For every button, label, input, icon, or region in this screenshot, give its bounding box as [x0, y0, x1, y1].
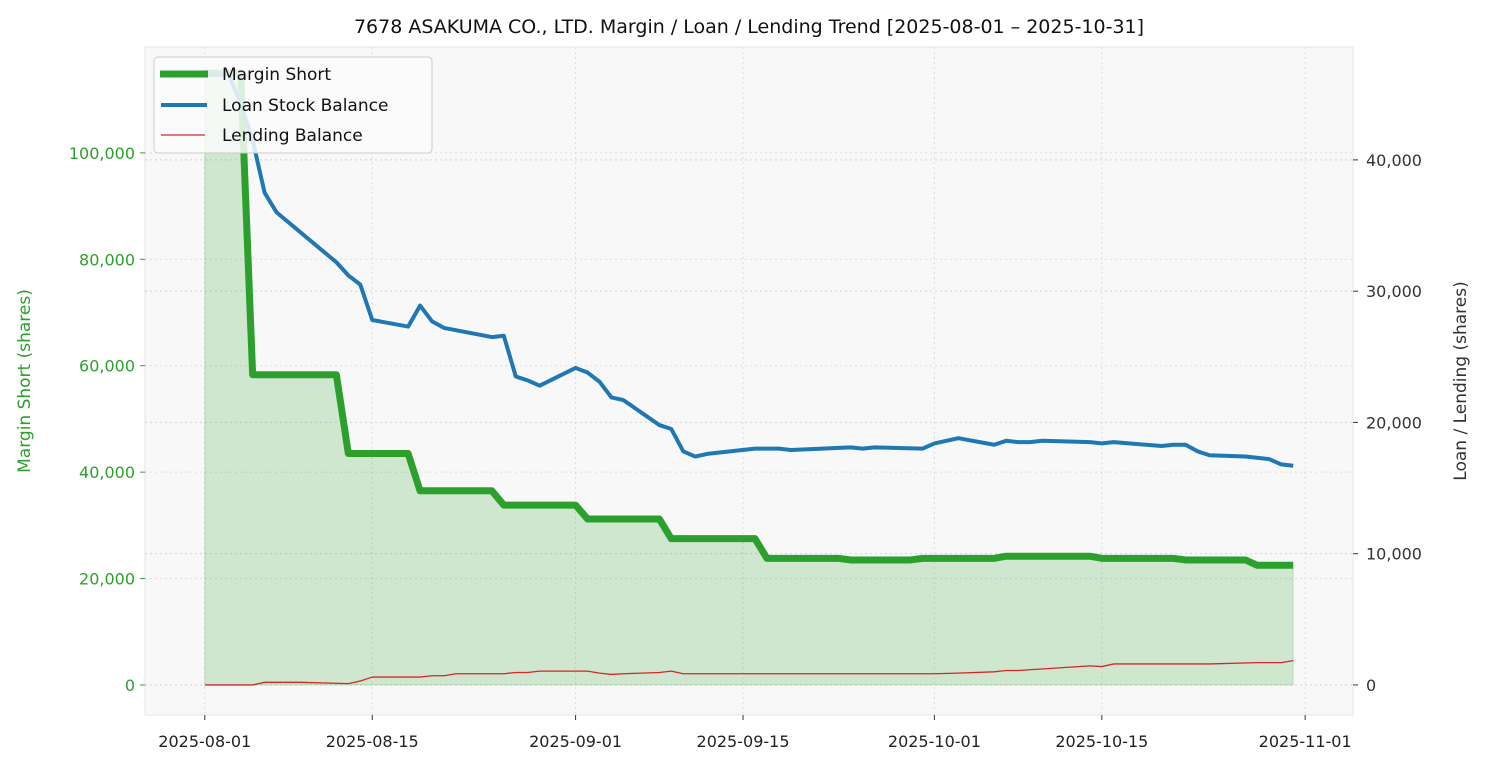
right-axis-label: Loan / Lending (shares) [1451, 281, 1471, 480]
legend-label-lending-balance: Lending Balance [222, 126, 363, 146]
x-tick-label: 2025-10-15 [1055, 732, 1148, 751]
x-tick-label: 2025-08-15 [326, 732, 419, 751]
right-y-tick-label: 40,000 [1366, 151, 1422, 170]
left-y-tick-label: 0 [125, 676, 135, 695]
right-y-tick-label: 20,000 [1366, 413, 1422, 432]
chart-title: 7678 ASAKUMA CO., LTD. Margin / Loan / L… [354, 16, 1144, 38]
plot-area [144, 46, 1354, 716]
left-y-tick-label: 60,000 [79, 357, 135, 376]
right-y-axis: 0 10,000 20,000 30,000 40,000 [1353, 151, 1422, 695]
left-y-tick-label: 20,000 [79, 570, 135, 589]
margin-short-line [204, 69, 1294, 569]
series-lines [204, 69, 1294, 686]
right-y-tick-label: 0 [1366, 676, 1376, 695]
lending-balance-line [204, 660, 1294, 686]
right-y-tick-label: 10,000 [1366, 545, 1422, 564]
x-tick-label: 2025-11-01 [1259, 732, 1352, 751]
legend-box [153, 56, 433, 154]
left-y-tick-label: 40,000 [79, 463, 135, 482]
right-y-tick-label: 30,000 [1366, 282, 1422, 301]
x-tick-label: 2025-09-01 [529, 732, 622, 751]
left-y-tick-label: 100,000 [69, 144, 135, 163]
legend: Margin Short Loan Stock Balance Lending … [153, 56, 433, 154]
x-tick-label: 2025-10-01 [888, 732, 981, 751]
x-tick-label: 2025-08-01 [158, 732, 251, 751]
left-y-tick-label: 80,000 [79, 250, 135, 269]
legend-label-loan-stock-balance: Loan Stock Balance [222, 96, 388, 116]
left-y-axis: 0 20,000 40,000 60,000 80,000 100,000 [69, 144, 145, 695]
left-axis-label: Margin Short (shares) [15, 289, 35, 473]
x-axis: 2025-08-01 2025-08-15 2025-09-01 2025-09-15… [158, 715, 1352, 751]
loan-stock-balance-line [204, 72, 1294, 468]
legend-label-margin-short: Margin Short [222, 65, 331, 85]
x-tick-label: 2025-09-15 [697, 732, 790, 751]
